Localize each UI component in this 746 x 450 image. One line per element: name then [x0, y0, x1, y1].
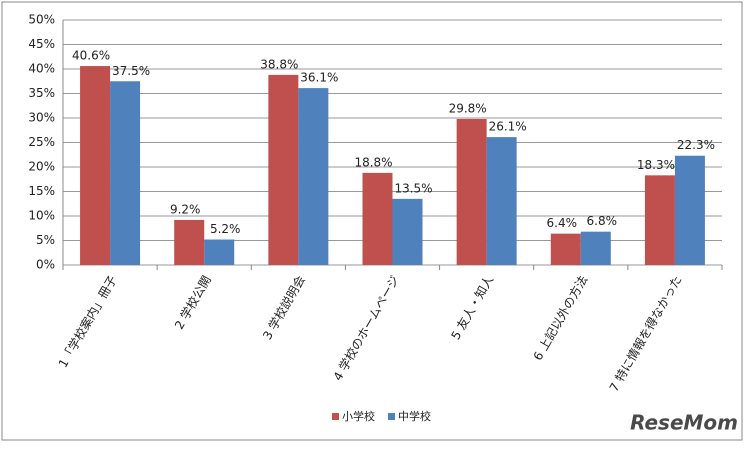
y-tick-label: 45% — [28, 37, 55, 51]
value-label: 18.3% — [637, 158, 675, 172]
bar — [456, 118, 487, 265]
bar — [486, 137, 517, 265]
y-tick-label: 50% — [28, 13, 55, 27]
bar — [204, 239, 235, 265]
bar — [362, 172, 393, 265]
value-label: 37.5% — [112, 64, 150, 78]
value-label: 29.8% — [449, 101, 487, 115]
value-label: 6.8% — [587, 214, 618, 228]
value-label: 18.8% — [354, 155, 392, 169]
y-tick-label: 35% — [28, 86, 55, 100]
bar — [550, 233, 581, 265]
value-label: 38.8% — [260, 57, 298, 71]
y-tick-label: 25% — [28, 135, 55, 149]
legend-swatch — [388, 413, 395, 420]
bar — [268, 74, 299, 265]
value-label: 13.5% — [394, 181, 432, 195]
value-label: 36.1% — [300, 71, 338, 85]
bar — [392, 198, 423, 265]
y-tick-label: 20% — [28, 160, 55, 174]
value-label: 26.1% — [489, 120, 527, 134]
bar — [298, 88, 329, 265]
legend-label: 小学校 — [342, 409, 375, 423]
y-tick-label: 0% — [36, 258, 55, 272]
y-tick-label: 5% — [36, 233, 55, 247]
y-tick-label: 15% — [28, 184, 55, 198]
bar — [674, 155, 705, 265]
watermark: ReseMom — [630, 411, 738, 435]
value-label: 40.6% — [72, 49, 110, 63]
value-label: 9.2% — [170, 202, 201, 216]
bar — [80, 66, 111, 265]
value-label: 22.3% — [677, 138, 715, 152]
y-tick-label: 10% — [28, 209, 55, 223]
value-label: 6.4% — [547, 216, 578, 230]
bar — [174, 219, 205, 265]
legend-swatch — [332, 413, 339, 420]
legend-label: 中学校 — [398, 409, 431, 423]
y-tick-label: 40% — [28, 62, 55, 76]
bar — [110, 81, 141, 265]
bar — [580, 231, 611, 265]
value-label: 5.2% — [210, 222, 241, 236]
y-tick-label: 30% — [28, 111, 55, 125]
bar — [644, 175, 675, 265]
